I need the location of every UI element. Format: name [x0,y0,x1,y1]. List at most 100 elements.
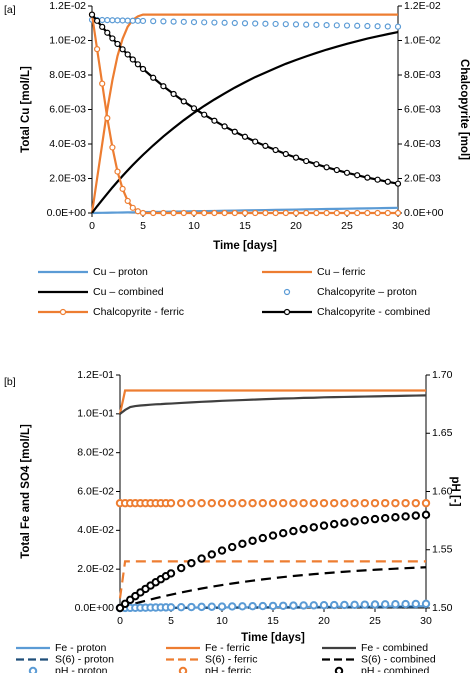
series-marker [354,172,361,179]
series-marker [381,600,390,609]
series-marker [343,169,351,176]
x-axis-title: Time [days] [213,240,277,252]
series-marker [289,526,298,536]
series-marker [421,599,431,609]
series-marker [364,174,371,181]
x-tick-label: 20 [318,615,330,627]
series-marker [211,117,218,124]
series-marker [319,521,329,530]
series-marker [374,209,381,217]
series-marker [394,180,402,187]
series-marker [119,17,126,24]
series-marker [333,209,340,217]
series-marker [268,601,278,611]
series-marker [374,176,381,183]
y-tick-label: 0.0E+00 [75,602,115,614]
series-marker [217,546,227,555]
series-marker [201,111,208,118]
y2-tick-label: 1.2E-02 [404,0,441,12]
series-marker [221,209,228,217]
series-marker [381,513,390,523]
legend-label: pH - ferric [205,665,251,673]
x-tick-label: 0 [89,220,95,232]
series-marker [99,16,106,24]
x-tick-label: 20 [290,220,302,232]
panel-label: [a] [4,4,16,16]
y2-tick-label: 0.0E+00 [404,207,444,219]
series-marker [411,498,420,508]
series-marker [374,23,381,30]
y2-tick-label: 8.0E-03 [404,69,441,81]
y-tick-label: 6.0E-02 [77,485,114,497]
series-marker [384,209,391,217]
y-tick-label: 1.0E-02 [49,34,86,46]
y2-tick-label: 1.65 [432,427,453,439]
series-marker [150,18,157,25]
series-marker [207,550,217,559]
series-marker [333,22,340,29]
series-marker [299,524,308,534]
series-marker [221,123,228,130]
series-marker [139,209,147,217]
series-marker [238,602,247,611]
legend-label: pH - combined [361,665,429,673]
series-marker [258,601,267,611]
y-tick-label: 2.0E-03 [49,172,86,184]
series-marker [343,22,351,29]
series-marker [299,601,308,610]
series-marker [323,21,330,29]
series-marker [313,209,320,217]
series-marker [217,602,227,611]
series-marker [272,209,279,217]
legend-label: Chalcopyrite – proton [317,286,417,298]
series-marker [262,20,269,27]
series-marker [177,563,186,573]
legend-label: Cu – proton [93,266,148,278]
series-line [119,566,427,610]
legend-label: S(6) - proton [55,653,114,665]
series-marker [370,514,380,524]
y2-tick-label: 1.50 [432,602,453,614]
legend-label: Cu – combined [93,286,164,298]
y-tick-label: 8.0E-03 [49,69,86,81]
series-marker [231,128,238,135]
series-marker [303,21,310,28]
series-marker [282,209,289,217]
series-marker [166,569,176,578]
series-marker [166,498,176,508]
series-marker [360,600,369,609]
series-marker [330,519,339,529]
series-marker [160,209,167,217]
series-marker [364,209,371,217]
series-marker [272,146,279,154]
series-marker [313,21,320,28]
series-marker [190,209,198,217]
series-marker [201,19,208,26]
series-marker [258,498,267,508]
series-marker [333,166,340,174]
y-axis-title: Total Cu [mol/L] [20,66,32,153]
legend-label: Fe - combined [361,642,428,654]
series-marker [241,133,249,140]
series-marker [343,209,351,217]
legend-marker [59,308,67,316]
series-marker [120,599,130,609]
y2-tick-label: 1.0E-02 [404,34,441,46]
series-marker [319,498,329,508]
series-marker [207,602,217,611]
series-marker [340,600,349,610]
y2-tick-label: 1.60 [432,485,453,497]
series-marker [330,498,339,508]
series-marker [160,83,167,90]
series-line [118,560,426,599]
legend-label: Chalcopyrite - combined [317,306,430,318]
series-marker [197,602,206,612]
series-marker [354,209,361,217]
series-marker [330,600,339,610]
series-line [90,13,398,214]
series-marker [248,498,257,508]
series-marker [421,498,431,508]
series-marker [104,17,111,24]
series-marker [187,602,196,612]
